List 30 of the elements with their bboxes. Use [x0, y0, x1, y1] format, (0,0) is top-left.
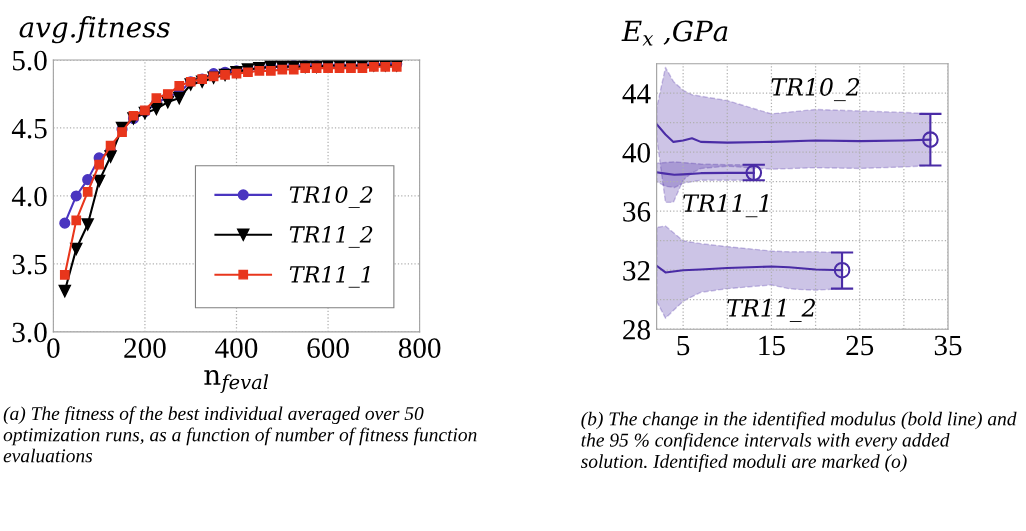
- legend-label: TR11_1: [289, 265, 370, 288]
- legend-label: TR10_2: [289, 186, 373, 208]
- y-tick-label: 32: [623, 261, 650, 281]
- x-tick-label: 5: [677, 335, 690, 356]
- x-tick-label: 200: [124, 338, 166, 358]
- y-axis-title: avg.fitness: [19, 16, 170, 44]
- x-tick-label: 15: [759, 335, 785, 356]
- text: (b) The change in the identified modulus (bold line) and the 95 % confidence intervals with every added solution. Identified moduli are marked (o): [580, 411, 1017, 472]
- y-tick-label: 4.0: [11, 186, 47, 207]
- y-tick-label: 44: [622, 84, 651, 104]
- y-tick-label: 4.5: [11, 118, 47, 139]
- x-axis-title: n$_{feval}$: [204, 369, 269, 394]
- x-tick-label: 35: [934, 335, 962, 356]
- series-label: TR11_1: [683, 194, 768, 218]
- y-tick-label: 28: [623, 319, 650, 340]
- y-axis-title: E$_{x}$ ,GPa: [621, 20, 728, 46]
- series-label: TR10_2: [771, 78, 860, 102]
- x-tick-label: 0: [47, 338, 60, 358]
- x-tick-label: 25: [846, 335, 874, 356]
- series-label: TR11_2: [727, 298, 815, 322]
- legend-label: TR11_2: [289, 226, 373, 248]
- text: (a) The fitness of the best individual averaged over 50 optimization runs, as a function of number of fitness function evaluations: [3, 406, 477, 463]
- x-tick-label: 800: [398, 338, 441, 358]
- y-tick-label: 3.0: [12, 322, 47, 343]
- y-tick-label: 3.5: [12, 254, 47, 275]
- x-tick-label: 400: [215, 338, 258, 358]
- y-tick-label: 5.0: [13, 50, 47, 71]
- x-tick-label: 600: [307, 338, 349, 358]
- y-tick-label: 40: [622, 142, 650, 163]
- y-tick-label: 36: [623, 202, 651, 222]
